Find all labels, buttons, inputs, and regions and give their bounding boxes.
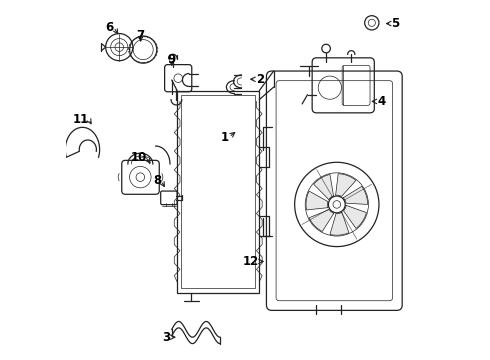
- Text: 4: 4: [377, 95, 386, 108]
- Text: 2: 2: [256, 73, 264, 86]
- Polygon shape: [306, 191, 328, 210]
- Polygon shape: [330, 212, 349, 235]
- Polygon shape: [343, 205, 367, 229]
- Polygon shape: [336, 174, 356, 197]
- Text: 8: 8: [153, 174, 161, 187]
- Bar: [181, 95, 255, 288]
- Text: 11: 11: [73, 113, 89, 126]
- Bar: [177, 91, 259, 293]
- Text: 10: 10: [130, 151, 147, 165]
- Text: 12: 12: [243, 255, 259, 268]
- Text: 1: 1: [221, 131, 229, 144]
- Text: 6: 6: [105, 21, 114, 33]
- Text: 5: 5: [392, 17, 400, 30]
- Polygon shape: [314, 175, 334, 200]
- Polygon shape: [309, 210, 334, 231]
- Polygon shape: [343, 186, 368, 204]
- Text: 7: 7: [137, 29, 145, 42]
- Text: 3: 3: [162, 331, 170, 344]
- Text: 9: 9: [168, 53, 176, 66]
